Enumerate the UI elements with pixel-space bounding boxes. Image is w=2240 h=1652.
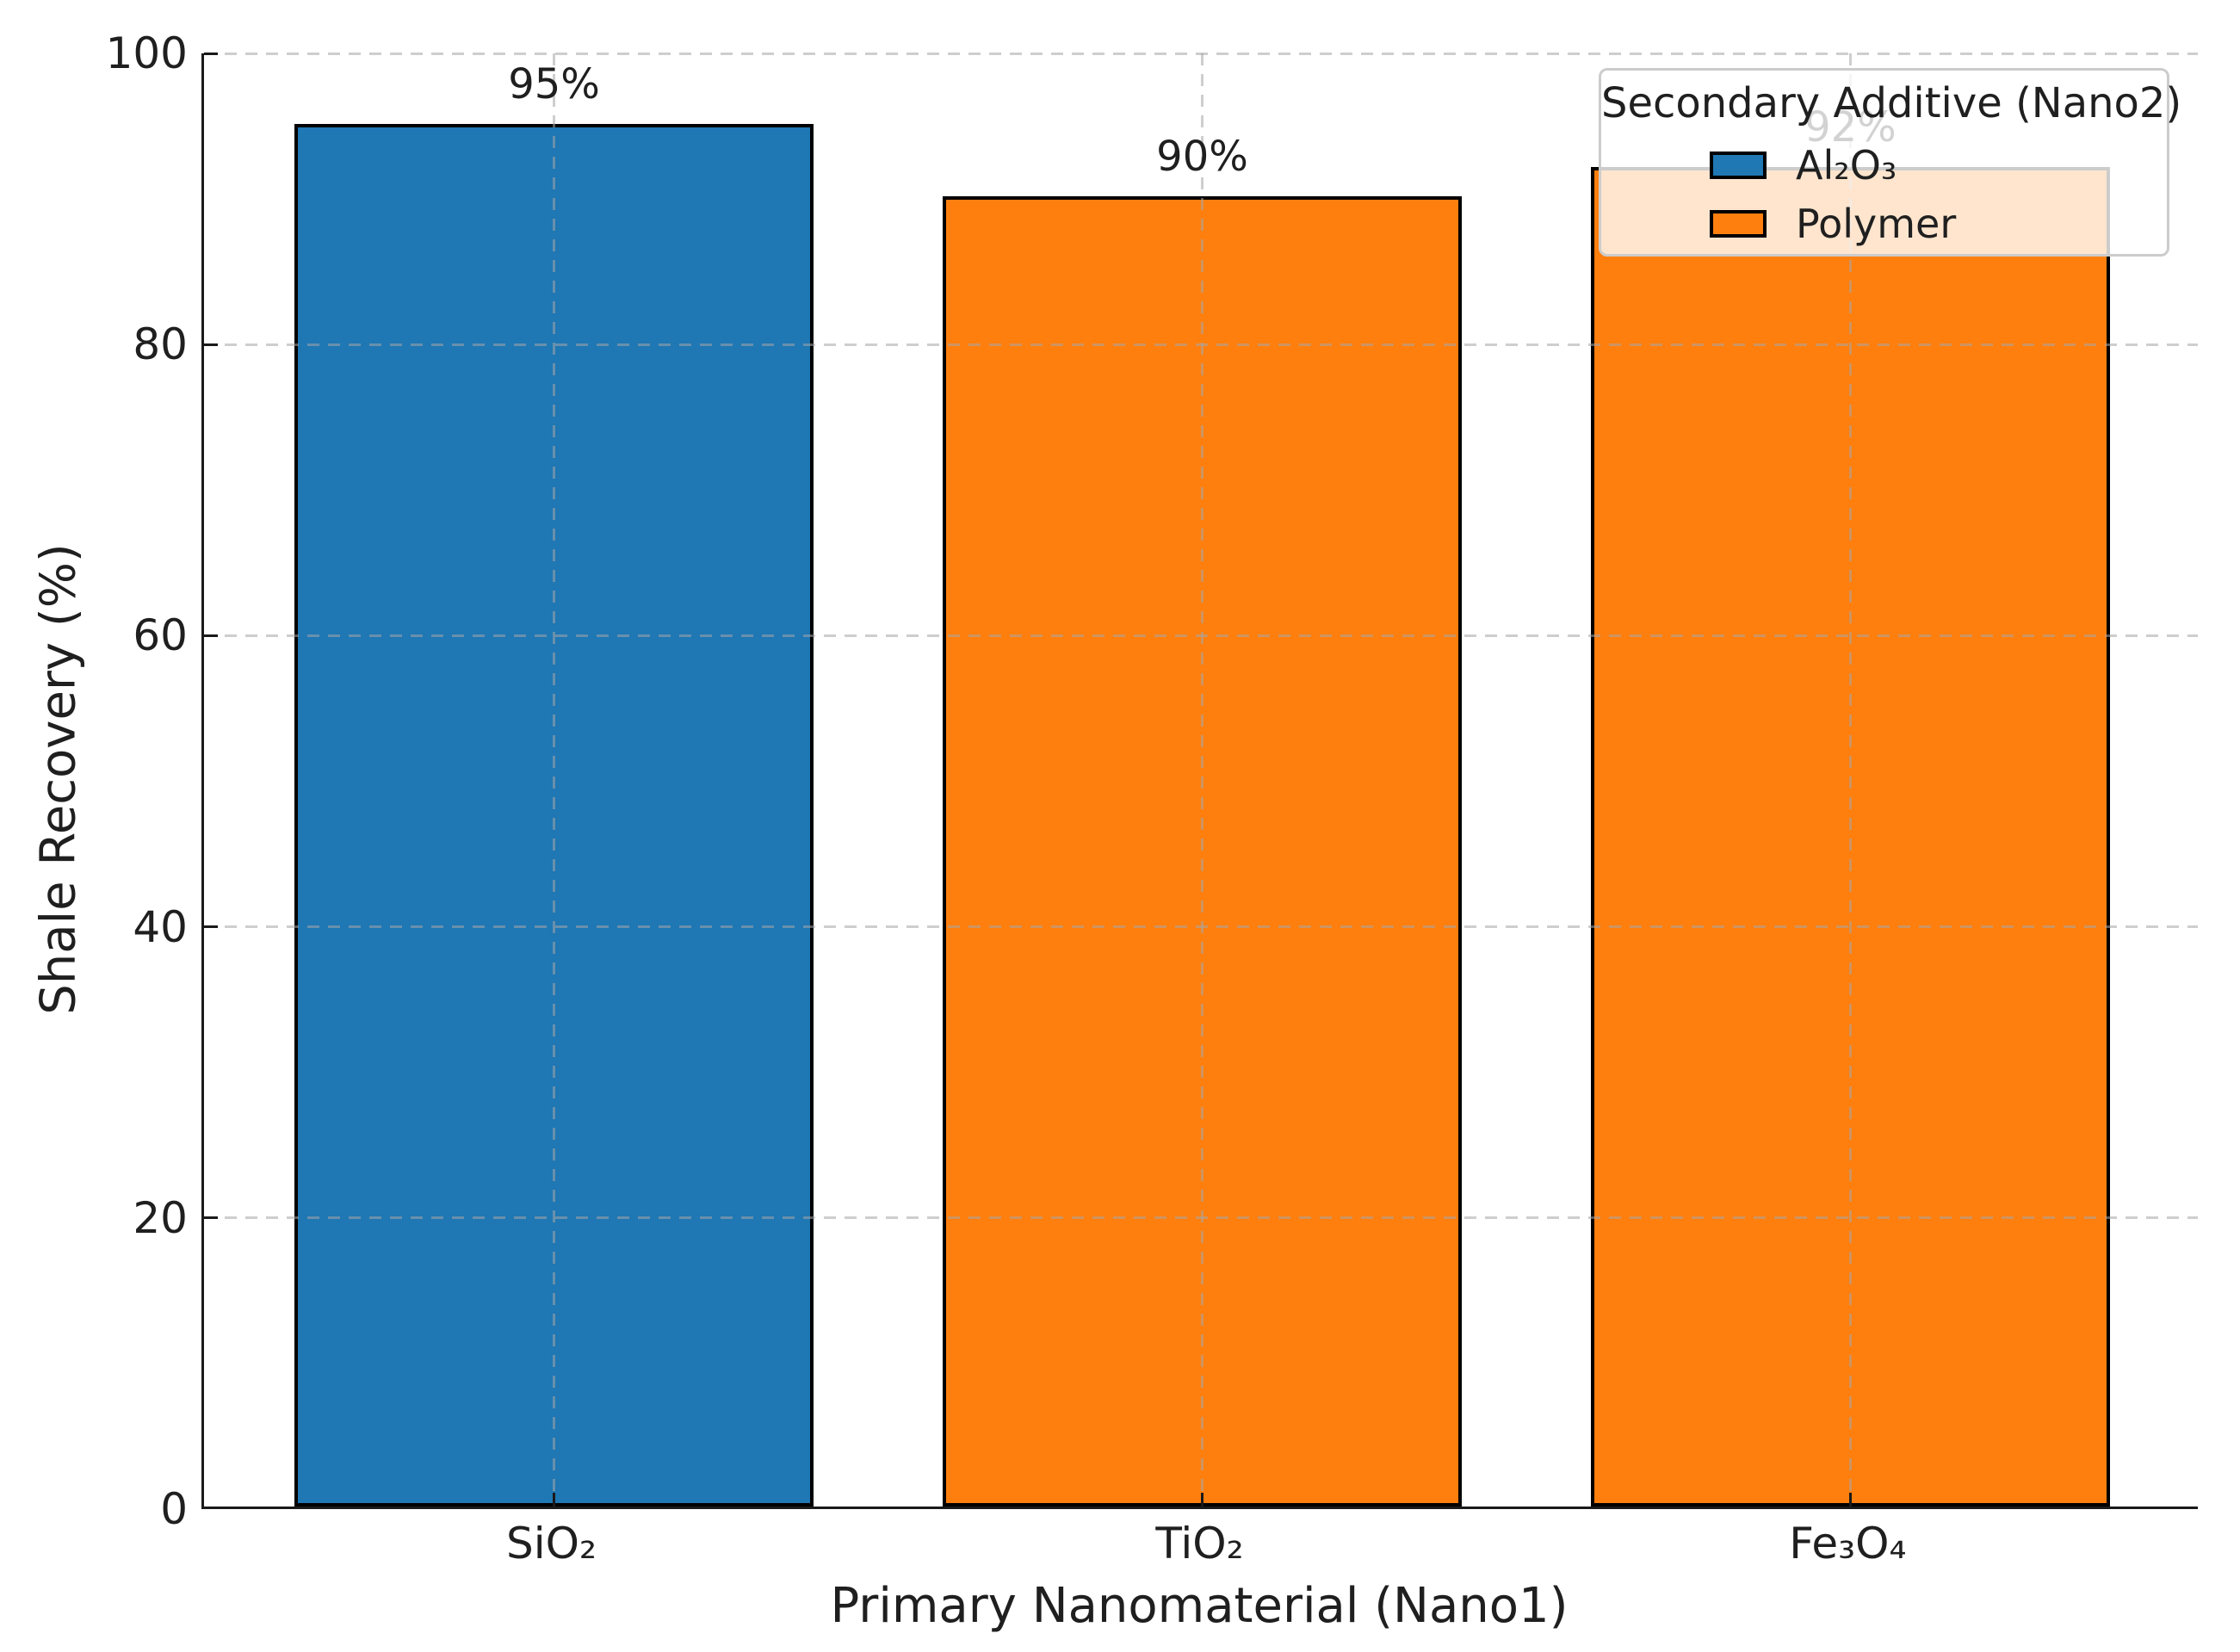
legend-entry-al2o3: Al₂O₃ [1710, 143, 1897, 188]
legend-swatch-blue [1710, 152, 1767, 179]
bar-value-label-TiO₂: 90% [1156, 133, 1248, 182]
ytick-mark-80 [204, 343, 218, 346]
ytick-label-0: 0 [160, 1484, 188, 1534]
plot-area: 95%90%92% [201, 52, 2198, 1509]
gridline-y-100 [204, 52, 2198, 55]
xtick-mark-Fe₃O₄ [1848, 1493, 1852, 1507]
ytick-label-60: 60 [133, 610, 188, 661]
x-axis-title: Primary Nanomaterial (Nano1) [830, 1578, 1569, 1634]
xtick-label-SiO₂: SiO₂ [506, 1519, 597, 1568]
bar-Fe₃O₄ [1591, 167, 2110, 1507]
legend-swatch-orange [1710, 210, 1767, 238]
legend-entry-polymer: Polymer [1710, 201, 1956, 246]
ytick-label-20: 20 [133, 1192, 188, 1243]
xtick-label-TiO₂: TiO₂ [1155, 1519, 1244, 1568]
xtick-mark-TiO₂ [1201, 1493, 1204, 1507]
ytick-mark-100 [204, 52, 218, 55]
xtick-mark-SiO₂ [553, 1493, 556, 1507]
ytick-mark-60 [204, 634, 218, 637]
xtick-label-Fe₃O₄: Fe₃O₄ [1789, 1519, 1907, 1568]
ytick-label-40: 40 [133, 901, 188, 952]
legend: Secondary Additive (Nano2) Al₂O₃ Polymer [1599, 68, 2182, 257]
ytick-label-100: 100 [105, 28, 188, 78]
ytick-mark-40 [204, 925, 218, 929]
bar-SiO₂ [294, 123, 814, 1507]
bar-value-label-SiO₂: 95% [508, 59, 600, 108]
ytick-mark-20 [204, 1216, 218, 1220]
ytick-label-80: 80 [133, 319, 188, 370]
legend-entry-label: Al₂O₃ [1796, 142, 1897, 189]
bar-TiO₂ [943, 196, 1462, 1507]
legend-entry-label: Polymer [1796, 201, 1957, 247]
legend-title: Secondary Additive (Nano2) [1601, 79, 2182, 127]
